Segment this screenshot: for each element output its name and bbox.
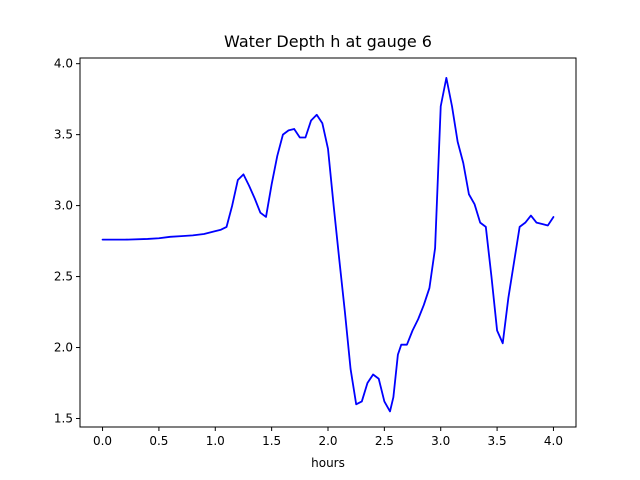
x-tick-label: 4.0 <box>544 434 563 448</box>
x-tick-label: 3.0 <box>431 434 450 448</box>
series-layer <box>101 76 555 413</box>
y-tick-label: 1.5 <box>54 411 73 425</box>
y-tick-label: 3.5 <box>54 128 73 142</box>
y-axis-ticks: 1.5 2.0 2.5 3.0 3.5 4.0 <box>54 57 80 425</box>
x-axis-label: hours <box>311 456 345 470</box>
x-tick-label: 1.0 <box>206 434 225 448</box>
y-tick-label: 4.0 <box>54 57 73 71</box>
x-tick-label: 2.0 <box>318 434 337 448</box>
x-tick-label: 3.5 <box>488 434 507 448</box>
y-tick-label: 2.5 <box>54 270 73 284</box>
y-tick-label: 3.0 <box>54 199 73 213</box>
x-axis-ticks: 0.0 0.5 1.0 1.5 2.0 2.5 3.0 3.5 4.0 <box>93 427 563 448</box>
x-tick-label: 0.0 <box>93 434 112 448</box>
chart-title: Water Depth h at gauge 6 <box>224 32 432 51</box>
series-line-1 <box>101 76 555 413</box>
x-tick-label: 0.5 <box>149 434 168 448</box>
y-tick-label: 2.0 <box>54 341 73 355</box>
x-tick-label: 2.5 <box>375 434 394 448</box>
x-tick-label: 1.5 <box>262 434 281 448</box>
plot-area <box>80 58 576 427</box>
